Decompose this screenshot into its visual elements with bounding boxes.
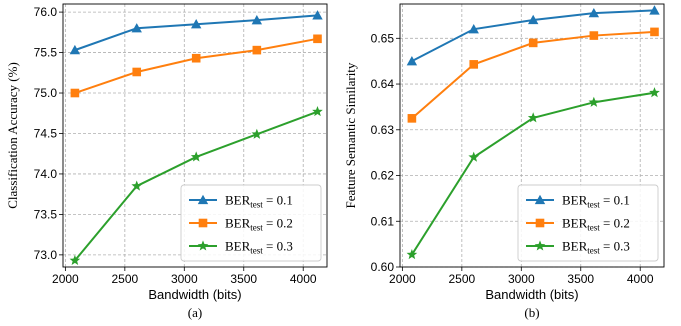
data-point-a-2-0 (69, 254, 81, 266)
legend-entry-a-1: BERtest = 0.2 (225, 216, 293, 233)
legend-swatch-marker (534, 240, 546, 251)
data-point-a-1-3 (252, 45, 262, 55)
x-tick-label: 3000 (508, 272, 535, 286)
data-point-a-0-0 (69, 44, 81, 55)
subfigure-caption-a: (a) (188, 305, 202, 320)
data-point-a-1-4 (313, 34, 322, 44)
legend-b: BERtest = 0.1 BERtest = 0.2 BERtest = 0.3 (517, 184, 659, 262)
legend-entry-a-0: BERtest = 0.1 (225, 193, 293, 210)
legend-swatch-marker (198, 218, 208, 228)
series-line-a-1 (74, 37, 318, 94)
data-point-b-2-3 (588, 96, 600, 107)
plot-frame-b (399, 3, 665, 268)
legend-swatch-marker (197, 240, 209, 251)
x-tick-label: 3000 (171, 272, 198, 286)
y-tick-label: 0.64 (371, 77, 395, 91)
data-point-b-0-1 (468, 23, 479, 34)
data-point-a-0-4 (312, 10, 323, 20)
data-point-a-2-1 (131, 180, 143, 191)
y-tick-label: 0.61 (371, 214, 395, 228)
data-point-b-0-4 (649, 5, 660, 15)
series-b (406, 5, 660, 260)
x-tick-label: 4000 (290, 272, 317, 286)
chart-panel-b: 2000 2500 3000 3500 4000 0.60 0.61 0.62 0.63 0.64… (343, 3, 665, 320)
ticks-b: 2000 2500 3000 3500 4000 0.60 0.61 0.62 0.63 0.64… (371, 31, 654, 286)
legend-swatch-marker (535, 218, 545, 228)
y-tick-label: 0.63 (371, 123, 395, 137)
x-axis-label-b: Bandwidth (bits) (485, 287, 578, 302)
legend-box (180, 184, 322, 262)
data-point-a-1-2 (191, 53, 201, 63)
data-point-a-2-3 (251, 128, 263, 139)
y-tick-label: 74.5 (34, 126, 58, 140)
data-point-b-2-2 (527, 112, 539, 123)
data-point-b-1-1 (469, 60, 479, 69)
x-tick-label: 3500 (567, 272, 594, 286)
data-point-b-2-4 (649, 87, 660, 98)
data-point-b-0-3 (588, 7, 600, 18)
data-point-b-2-0 (406, 249, 418, 260)
y-tick-label: 0.65 (371, 31, 395, 45)
data-point-b-0-2 (527, 14, 539, 25)
x-tick-label: 4000 (627, 272, 654, 286)
y-tick-label: 74.0 (34, 167, 58, 181)
data-point-a-0-1 (131, 23, 142, 33)
x-tick-label: 2500 (448, 272, 475, 286)
data-point-a-0-3 (251, 14, 263, 25)
y-axis-label-a: Classification Accuracy (%) (5, 62, 20, 209)
legend-entry-b-0: BERtest = 0.1 (562, 193, 630, 210)
data-point-b-1-3 (589, 31, 599, 40)
data-point-b-1-2 (528, 38, 538, 48)
y-tick-label: 76.0 (34, 5, 58, 19)
legend-box (517, 184, 659, 262)
y-tick-label: 0.62 (371, 169, 395, 183)
x-axis-label-a: Bandwidth (bits) (148, 287, 241, 302)
subfigure-caption-b: (b) (524, 305, 539, 320)
y-tick-label: 73.5 (34, 207, 58, 221)
x-tick-label: 2000 (52, 272, 79, 286)
legend-swatch-marker (534, 194, 546, 205)
data-point-a-2-2 (190, 151, 202, 162)
data-point-b-0-0 (406, 55, 418, 66)
legend-entry-b-2: BERtest = 0.3 (562, 239, 630, 256)
legend-entry-b-1: BERtest = 0.2 (562, 216, 630, 233)
plot-frame-a (62, 3, 328, 268)
data-point-b-1-0 (407, 114, 417, 123)
x-tick-label: 2000 (389, 272, 416, 286)
legend-entry-a-2: BERtest = 0.3 (225, 239, 293, 256)
series-a (69, 10, 323, 266)
data-point-a-2-4 (312, 106, 323, 117)
data-point-b-2-1 (468, 151, 480, 162)
chart-panel-a: 2000 2500 3000 3500 4000 73.0 73.5 74.0 74.5 75.0… (5, 3, 328, 320)
data-point-a-1-0 (70, 88, 80, 98)
legend-swatch-marker (197, 194, 209, 205)
legend-a: BERtest = 0.1 BERtest = 0.2 BERtest = 0.3 (180, 184, 322, 262)
ticks-a: 2000 2500 3000 3500 4000 73.0 73.5 74.0 74.5 75.0… (34, 5, 317, 286)
data-point-a-0-2 (190, 19, 202, 29)
x-tick-label: 3500 (230, 272, 257, 286)
data-point-b-1-4 (650, 27, 659, 37)
y-tick-label: 75.5 (34, 46, 58, 60)
y-tick-label: 75.0 (34, 86, 58, 100)
data-point-a-1-1 (132, 67, 142, 77)
y-tick-label: 0.60 (371, 260, 395, 274)
y-axis-label-b: Feature Semantic Similarity (343, 62, 358, 208)
x-tick-label: 2500 (111, 272, 138, 286)
y-tick-label: 73.0 (34, 248, 58, 262)
